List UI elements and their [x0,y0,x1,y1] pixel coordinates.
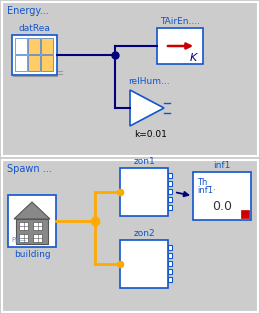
Bar [41,55,53,71]
Bar [168,277,172,282]
Bar [2,160,258,312]
Text: K: K [189,53,197,63]
Text: k=0.01: k=0.01 [134,130,167,139]
Text: relHum...: relHum... [128,77,170,86]
Bar [168,181,172,186]
Bar [168,205,172,210]
Bar [8,195,56,247]
Bar [19,234,28,242]
Text: Th_: Th_ [197,177,212,186]
Text: inf1·: inf1· [197,186,216,195]
Bar [15,55,27,71]
Text: Energy...: Energy... [7,6,49,16]
Text: inf1: inf1 [213,161,231,170]
Bar [41,38,53,54]
Bar [28,38,40,54]
Bar [2,2,258,156]
Bar [12,35,57,75]
Bar [168,173,172,178]
Bar [241,210,249,218]
Text: building: building [14,250,50,259]
Bar [157,28,203,64]
Bar [168,253,172,258]
Bar [33,222,42,230]
Text: zon2: zon2 [133,229,155,238]
Bar [15,38,27,54]
Bar [28,55,40,71]
Bar [120,168,168,216]
Bar [120,240,168,288]
Bar [193,172,251,220]
Bar [168,269,172,274]
Bar [168,261,172,266]
Polygon shape [14,202,50,219]
Text: zon1: zon1 [133,157,155,166]
Bar [168,245,172,250]
Bar [33,234,42,242]
Bar [168,189,172,194]
Text: TAirEn....: TAirEn.... [160,17,200,26]
Bar [168,197,172,202]
Text: datRea: datRea [18,24,50,33]
Text: 0.0: 0.0 [212,199,232,213]
Polygon shape [130,90,164,126]
Text: Spawn ...: Spawn ... [7,164,52,174]
Bar [19,222,28,230]
Text: Pp—: Pp— [11,237,27,243]
Bar [16,219,48,244]
